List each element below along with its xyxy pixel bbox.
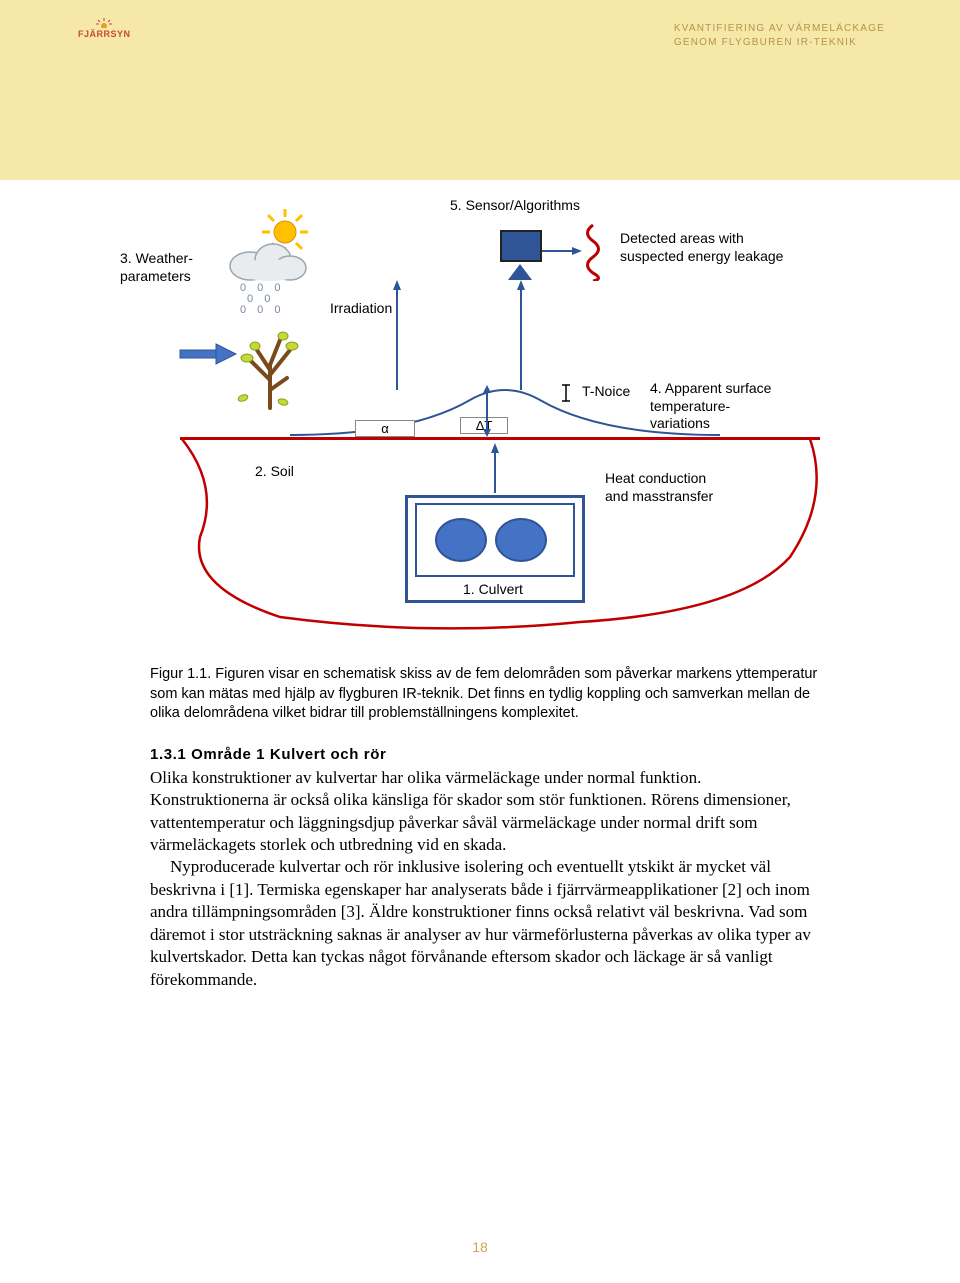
arrow-to-sensor-icon [514,280,528,390]
logo-sun-icon [95,18,113,28]
detection-wave-icon [580,223,606,281]
header-line2: GENOM FLYGBUREN IR-TEKNIK [674,36,885,50]
body-text: Olika konstruktioner av kulvertar har ol… [150,767,820,991]
label-alpha: α [355,420,415,437]
logo: FJÄRRSYN [78,18,131,39]
diagram: 5. Sensor/Algorithms Detected areas with… [150,185,850,635]
paragraph-1: Olika konstruktioner av kulvertar har ol… [150,767,820,857]
page-number: 18 [0,1239,960,1255]
label-tnoise: T-Noice [582,383,630,401]
arrow-sensor-to-wave-icon [542,245,582,257]
label-detected: Detected areas with suspected energy lea… [620,230,783,265]
paragraph-2: Nyproducerade kulvertar och rör inklusiv… [150,856,820,991]
figure-caption: Figur 1.1. Figuren visar en schematisk s… [150,665,820,724]
tnoise-bracket-icon [562,383,580,403]
rain-icon: 0 0 0 0 00 0 0 [240,283,284,316]
delta-t-arrow-icon [480,385,494,437]
heat-arrow-icon [488,443,502,493]
label-soil: 2. Soil [255,463,294,481]
label-heat: Heat conduction and masstransfer [605,470,713,505]
label-apparent: 4. Apparent surface temperature- variati… [650,380,771,433]
content-block: Figur 1.1. Figuren visar en schematisk s… [150,665,820,991]
label-culvert: 1. Culvert [463,581,523,599]
header-title: KVANTIFIERING AV VÄRMELÄCKAGE GENOM FLYG… [674,22,885,50]
header-band: FJÄRRSYN KVANTIFIERING AV VÄRMELÄCKAGE G… [0,0,960,180]
pipe-2-icon [495,518,547,562]
sensor-triangle-icon [508,264,532,280]
sensor-box-icon [500,230,542,262]
section-heading: 1.3.1 Område 1 Kulvert och rör [150,746,820,763]
wind-arrow-icon [178,340,238,368]
label-weather: 3. Weather- parameters [120,250,193,285]
label-sensor: 5. Sensor/Algorithms [450,197,580,215]
pipe-1-icon [435,518,487,562]
arrow-irradiation-icon [390,280,404,390]
cloud-icon [225,240,310,282]
logo-text: FJÄRRSYN [78,29,131,39]
label-irradiation: Irradiation [330,300,392,318]
header-line1: KVANTIFIERING AV VÄRMELÄCKAGE [674,22,885,36]
